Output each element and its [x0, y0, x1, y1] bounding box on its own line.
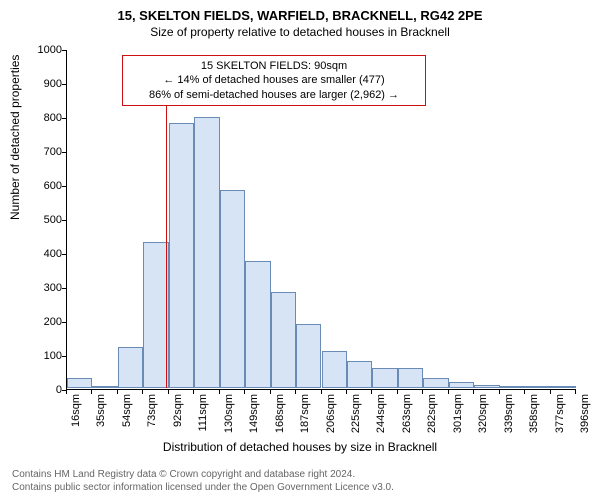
chart-title-sub: Size of property relative to detached ho… — [0, 23, 600, 39]
x-tick-mark — [193, 390, 194, 394]
histogram-bar — [118, 347, 143, 388]
x-axis-label: Distribution of detached houses by size … — [0, 440, 600, 454]
histogram-bar — [398, 368, 423, 388]
x-tick-label: 282sqm — [426, 394, 438, 433]
annotation-line: 15 SKELTON FIELDS: 90sqm — [129, 59, 419, 73]
x-tick-mark — [371, 390, 372, 394]
x-tick-label: 130sqm — [223, 394, 235, 433]
y-tick-label: 0 — [22, 384, 62, 396]
x-tick-label: 301sqm — [452, 394, 464, 433]
chart-container: 15, SKELTON FIELDS, WARFIELD, BRACKNELL,… — [0, 0, 600, 500]
x-tick-mark — [295, 390, 296, 394]
histogram-bar — [92, 386, 117, 388]
x-tick-label: 206sqm — [325, 394, 337, 433]
x-tick-mark — [499, 390, 500, 394]
y-axis-label: Number of detached properties — [8, 55, 22, 220]
y-tick-label: 300 — [22, 282, 62, 294]
y-tick-mark — [62, 322, 66, 323]
annotation-box: 15 SKELTON FIELDS: 90sqm← 14% of detache… — [122, 55, 426, 106]
histogram-bar — [143, 242, 168, 388]
x-tick-mark — [142, 390, 143, 394]
histogram-bar — [220, 190, 245, 388]
histogram-bar — [500, 386, 525, 388]
x-tick-label: 396sqm — [579, 394, 591, 433]
x-tick-label: 320sqm — [477, 394, 489, 433]
histogram-bar — [474, 385, 499, 388]
x-tick-mark — [422, 390, 423, 394]
histogram-bar — [271, 292, 296, 388]
histogram-bar — [449, 382, 474, 388]
y-tick-label: 900 — [22, 78, 62, 90]
y-tick-mark — [62, 254, 66, 255]
x-tick-label: 168sqm — [274, 394, 286, 433]
x-tick-label: 339sqm — [503, 394, 515, 433]
x-tick-mark — [448, 390, 449, 394]
histogram-bar — [551, 386, 576, 388]
y-tick-label: 800 — [22, 112, 62, 124]
x-tick-mark — [550, 390, 551, 394]
x-tick-mark — [473, 390, 474, 394]
histogram-bar — [347, 361, 372, 388]
x-tick-label: 225sqm — [350, 394, 362, 433]
property-marker-line — [166, 79, 167, 388]
histogram-bar — [169, 123, 194, 388]
y-tick-mark — [62, 152, 66, 153]
y-tick-mark — [62, 288, 66, 289]
x-tick-mark — [117, 390, 118, 394]
x-tick-mark — [575, 390, 576, 394]
x-tick-mark — [397, 390, 398, 394]
histogram-bar — [322, 351, 347, 388]
x-tick-label: 92sqm — [172, 394, 184, 427]
histogram-bar — [194, 117, 219, 388]
histogram-bar — [67, 378, 92, 388]
x-tick-mark — [270, 390, 271, 394]
histogram-bar — [296, 324, 321, 388]
y-tick-mark — [62, 220, 66, 221]
y-tick-mark — [62, 50, 66, 51]
y-tick-mark — [62, 356, 66, 357]
x-tick-label: 111sqm — [197, 394, 209, 432]
y-tick-mark — [62, 84, 66, 85]
y-tick-label: 600 — [22, 180, 62, 192]
x-tick-label: 16sqm — [70, 394, 82, 427]
chart-title-main: 15, SKELTON FIELDS, WARFIELD, BRACKNELL,… — [0, 0, 600, 23]
x-tick-mark — [168, 390, 169, 394]
x-tick-mark — [346, 390, 347, 394]
y-tick-label: 200 — [22, 316, 62, 328]
x-tick-label: 358sqm — [528, 394, 540, 433]
histogram-bar — [245, 261, 270, 388]
x-tick-label: 149sqm — [248, 394, 260, 433]
x-tick-label: 263sqm — [401, 394, 413, 433]
plot-region: 15 SKELTON FIELDS: 90sqm← 14% of detache… — [66, 50, 576, 390]
x-tick-mark — [321, 390, 322, 394]
y-tick-mark — [62, 118, 66, 119]
x-tick-label: 54sqm — [121, 394, 133, 427]
footer-line-2: Contains public sector information licen… — [12, 481, 394, 494]
x-tick-mark — [524, 390, 525, 394]
histogram-bar — [423, 378, 448, 388]
y-tick-label: 700 — [22, 146, 62, 158]
chart-area: 15 SKELTON FIELDS: 90sqm← 14% of detache… — [66, 50, 576, 390]
annotation-line: ← 14% of detached houses are smaller (47… — [129, 73, 419, 87]
y-tick-mark — [62, 186, 66, 187]
footer-attribution: Contains HM Land Registry data © Crown c… — [12, 468, 394, 494]
y-tick-label: 400 — [22, 248, 62, 260]
x-tick-label: 187sqm — [299, 394, 311, 433]
histogram-bar — [372, 368, 397, 388]
footer-line-1: Contains HM Land Registry data © Crown c… — [12, 468, 394, 481]
y-tick-label: 100 — [22, 350, 62, 362]
x-tick-mark — [66, 390, 67, 394]
y-tick-label: 1000 — [22, 44, 62, 56]
y-tick-label: 500 — [22, 214, 62, 226]
x-tick-label: 35sqm — [95, 394, 107, 427]
x-tick-label: 73sqm — [146, 394, 158, 427]
x-tick-mark — [219, 390, 220, 394]
x-tick-mark — [244, 390, 245, 394]
x-tick-label: 377sqm — [554, 394, 566, 433]
x-tick-mark — [91, 390, 92, 394]
annotation-line: 86% of semi-detached houses are larger (… — [129, 88, 419, 102]
histogram-bar — [525, 386, 550, 388]
x-tick-label: 244sqm — [375, 394, 387, 433]
